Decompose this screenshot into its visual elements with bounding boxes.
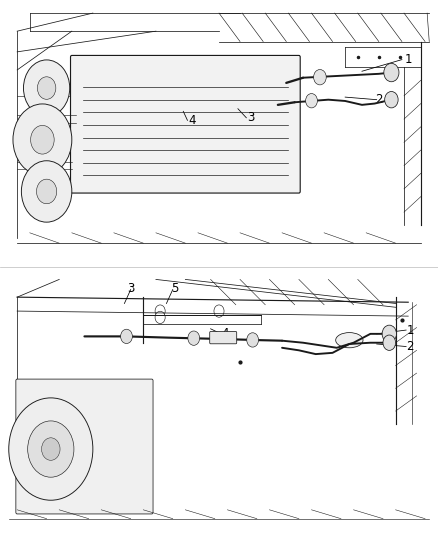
Text: 3: 3 [127, 282, 134, 295]
Circle shape [247, 333, 258, 347]
Circle shape [120, 329, 132, 344]
FancyBboxPatch shape [71, 55, 300, 193]
Circle shape [42, 438, 60, 461]
Circle shape [24, 60, 70, 116]
Circle shape [36, 179, 57, 204]
Circle shape [382, 325, 396, 343]
Circle shape [188, 331, 200, 345]
Text: 4: 4 [188, 114, 195, 127]
Circle shape [306, 94, 318, 108]
Circle shape [383, 335, 396, 350]
FancyBboxPatch shape [210, 332, 237, 344]
Circle shape [214, 305, 224, 317]
Ellipse shape [336, 333, 363, 348]
Circle shape [155, 305, 165, 317]
Circle shape [31, 125, 54, 154]
Circle shape [314, 69, 326, 85]
Text: 1: 1 [406, 324, 414, 336]
Circle shape [13, 104, 72, 175]
Circle shape [155, 311, 165, 324]
Circle shape [37, 77, 56, 99]
Text: 4: 4 [222, 327, 229, 341]
Circle shape [384, 63, 399, 82]
Circle shape [9, 398, 93, 500]
Text: 2: 2 [375, 93, 382, 106]
Circle shape [385, 92, 398, 108]
FancyBboxPatch shape [16, 379, 153, 514]
Circle shape [28, 421, 74, 477]
Text: 5: 5 [171, 282, 179, 295]
Text: 2: 2 [406, 340, 414, 353]
Text: 1: 1 [404, 53, 412, 66]
Text: 3: 3 [247, 111, 254, 124]
Circle shape [21, 161, 72, 222]
